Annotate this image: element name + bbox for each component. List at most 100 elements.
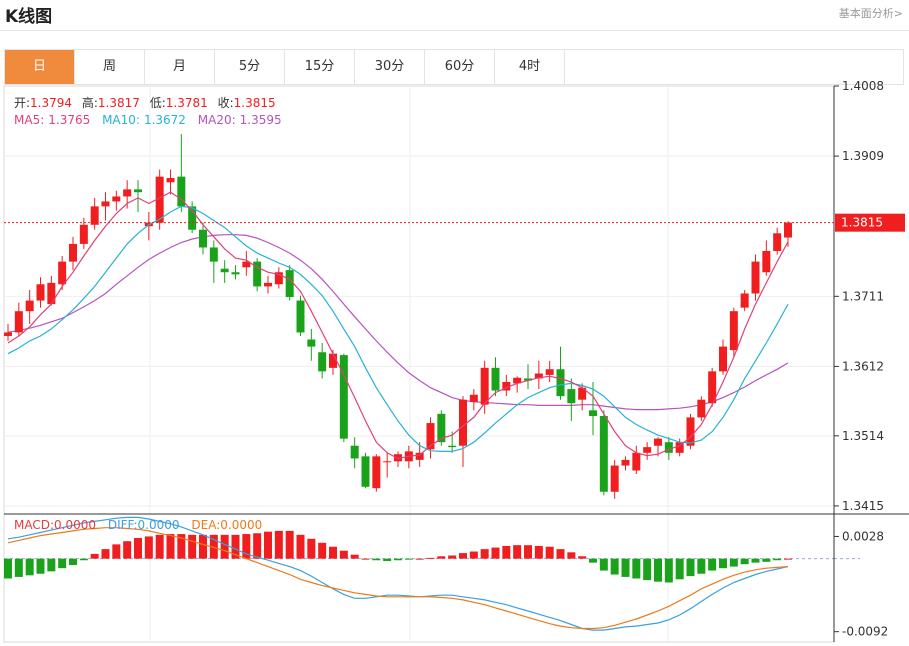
- candle-body: [253, 261, 262, 287]
- macd-bar: [491, 547, 500, 559]
- tab-30min[interactable]: 30分: [355, 50, 425, 84]
- candle-body: [47, 282, 56, 305]
- macd-bar: [166, 534, 175, 559]
- tab-60min[interactable]: 60分: [425, 50, 495, 84]
- candle-body: [285, 270, 294, 298]
- macd-bar: [513, 545, 522, 559]
- macd-bar: [144, 536, 153, 559]
- macd-bar: [459, 553, 467, 559]
- macd-bar: [90, 553, 99, 559]
- macd-bar: [480, 549, 489, 559]
- macd-bar: [285, 530, 294, 559]
- candle-body: [719, 346, 727, 372]
- candle-body: [361, 456, 370, 487]
- macd-bar: [231, 534, 240, 559]
- candle-body: [101, 201, 110, 207]
- price-tick-label: 1.3415: [842, 499, 884, 513]
- tab-week[interactable]: 周: [75, 50, 145, 84]
- price-tick-label: 1.4008: [842, 79, 884, 93]
- macd-bar: [123, 541, 132, 559]
- candle-body: [25, 300, 34, 312]
- candle-body: [123, 189, 132, 197]
- macd-bar: [329, 546, 337, 559]
- macd-bar: [177, 534, 186, 559]
- candle-body: [155, 176, 164, 223]
- macd-bar: [339, 550, 348, 559]
- macd-bar: [654, 558, 662, 582]
- tab-4hour[interactable]: 4时: [495, 50, 565, 84]
- macd-legend: MACD:0.0000 DIFF:0.0000 DEA:0.0000: [14, 518, 262, 532]
- macd-bar: [762, 558, 771, 562]
- macd-bar: [632, 558, 641, 579]
- macd-bar: [372, 558, 381, 561]
- candle-body: [643, 447, 652, 453]
- tab-15min[interactable]: 15分: [285, 50, 355, 84]
- candle-body: [134, 189, 142, 193]
- candle-body: [589, 410, 597, 416]
- candle-body: [394, 454, 402, 462]
- candle-body: [751, 261, 760, 294]
- candle-body: [177, 176, 186, 207]
- candle-body: [274, 272, 283, 285]
- macd-bar: [578, 556, 587, 559]
- candle-body: [654, 438, 662, 446]
- candle-body: [448, 445, 457, 448]
- macd-bar: [307, 538, 316, 559]
- candle-body: [740, 293, 749, 308]
- macd-bar: [664, 558, 673, 583]
- macd-bar: [643, 558, 652, 581]
- macd-bar: [545, 546, 554, 559]
- price-tick-label: 1.3909: [842, 149, 884, 163]
- macd-bar: [524, 545, 532, 559]
- candle-body: [242, 261, 251, 268]
- candle-body: [491, 367, 500, 391]
- current-price-label: 1.3815: [841, 216, 883, 230]
- fundamental-analysis-link[interactable]: 基本面分析>: [838, 7, 903, 20]
- candle-body: [199, 229, 207, 248]
- tab-day[interactable]: 日: [5, 50, 75, 84]
- macd-bar: [729, 558, 738, 567]
- candle-body: [383, 461, 392, 463]
- price-tick-label: 1.3514: [842, 429, 884, 443]
- ma-legend: MA5: 1.3765 MA10: 1.3672 MA20: 1.3595: [14, 113, 282, 127]
- macd-bar: [188, 534, 197, 559]
- macd-bar: [253, 533, 262, 559]
- candle-body: [318, 352, 327, 372]
- candle-body: [231, 272, 240, 275]
- candle-body: [762, 250, 771, 273]
- candle-body: [534, 373, 543, 379]
- macd-bar: [437, 556, 446, 559]
- ma-lines-layer: [7, 191, 789, 460]
- chart-title: K线图: [5, 7, 53, 27]
- macd-bar: [47, 558, 56, 572]
- candle-body: [599, 415, 608, 492]
- period-tabs: 日 周 月 5分 15分 30分 60分 4时: [4, 49, 904, 85]
- candle-body: [58, 261, 67, 285]
- tab-5min[interactable]: 5分: [215, 50, 285, 84]
- candle-body: [664, 442, 673, 453]
- candle-body: [112, 196, 121, 202]
- candle-body: [610, 465, 619, 492]
- tab-month[interactable]: 月: [145, 50, 215, 84]
- candle-body: [632, 452, 641, 471]
- macd-bar: [719, 558, 727, 569]
- macd-bar: [220, 534, 229, 559]
- macd-bar: [697, 558, 706, 574]
- macd-bar: [502, 545, 511, 559]
- candle-body: [90, 206, 99, 225]
- candle-body: [784, 222, 792, 238]
- macd-bar: [556, 549, 565, 559]
- macd-bar: [426, 557, 435, 559]
- macd-bar: [14, 558, 23, 577]
- candle-body: [350, 445, 359, 459]
- candle-body: [578, 387, 587, 400]
- macd-layer: [4, 516, 860, 631]
- macd-bar: [274, 530, 283, 559]
- macd-bar: [25, 558, 34, 576]
- candle-body: [415, 452, 424, 460]
- candle-body: [209, 247, 218, 262]
- candle-body: [621, 459, 630, 466]
- macd-bar: [534, 545, 543, 559]
- macd-bar: [69, 558, 77, 566]
